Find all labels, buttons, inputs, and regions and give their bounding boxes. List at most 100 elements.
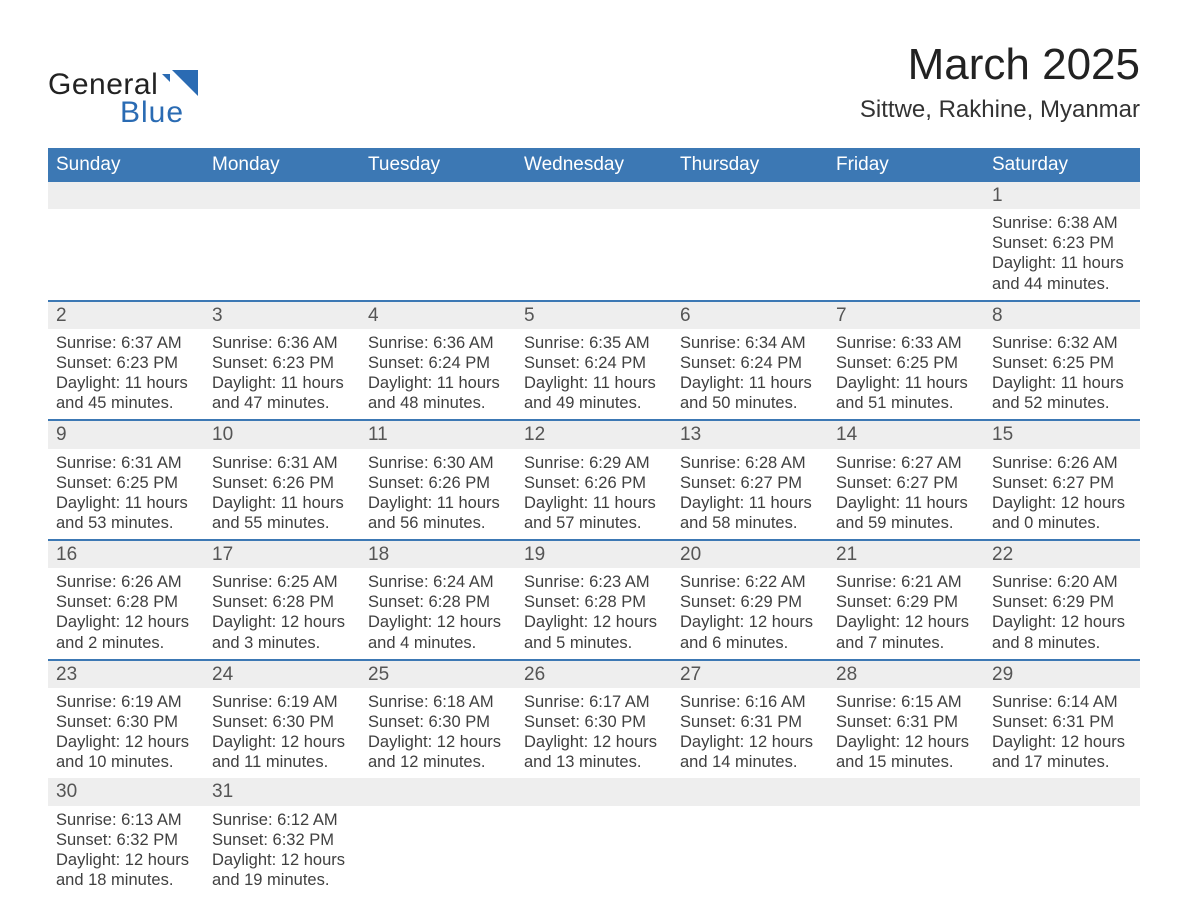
detail-line: and 13 minutes. xyxy=(524,752,664,772)
day-number-cell xyxy=(828,778,984,805)
day-details-cell: Sunrise: 6:19 AMSunset: 6:30 PMDaylight:… xyxy=(48,688,204,779)
detail-line: Sunset: 6:26 PM xyxy=(524,473,664,493)
detail-line: Daylight: 12 hours xyxy=(524,612,664,632)
detail-line: Sunset: 6:32 PM xyxy=(212,830,352,850)
detail-line: Sunrise: 6:30 AM xyxy=(368,453,508,473)
week-daynum-row: 16171819202122 xyxy=(48,540,1140,568)
day-details-cell: Sunrise: 6:32 AMSunset: 6:25 PMDaylight:… xyxy=(984,329,1140,421)
detail-line: Sunrise: 6:15 AM xyxy=(836,692,976,712)
day-details-cell: Sunrise: 6:28 AMSunset: 6:27 PMDaylight:… xyxy=(672,449,828,541)
detail-line: Sunset: 6:24 PM xyxy=(368,353,508,373)
day-number-cell: 9 xyxy=(48,420,204,448)
detail-line: Daylight: 11 hours xyxy=(836,373,976,393)
day-number-cell: 30 xyxy=(48,778,204,805)
week-details-row: Sunrise: 6:19 AMSunset: 6:30 PMDaylight:… xyxy=(48,688,1140,779)
detail-line: and 0 minutes. xyxy=(992,513,1132,533)
detail-line: Sunset: 6:28 PM xyxy=(524,592,664,612)
detail-line: and 50 minutes. xyxy=(680,393,820,413)
detail-line: Daylight: 11 hours xyxy=(56,493,196,513)
detail-line: and 3 minutes. xyxy=(212,633,352,653)
day-details-cell: Sunrise: 6:31 AMSunset: 6:25 PMDaylight:… xyxy=(48,449,204,541)
day-number-cell: 24 xyxy=(204,660,360,688)
detail-line: Sunset: 6:23 PM xyxy=(56,353,196,373)
day-details-cell: Sunrise: 6:24 AMSunset: 6:28 PMDaylight:… xyxy=(360,568,516,660)
day-details-cell: Sunrise: 6:26 AMSunset: 6:27 PMDaylight:… xyxy=(984,449,1140,541)
day-number-cell: 14 xyxy=(828,420,984,448)
detail-line: Sunset: 6:25 PM xyxy=(992,353,1132,373)
detail-line: Daylight: 11 hours xyxy=(524,373,664,393)
detail-line: Sunset: 6:26 PM xyxy=(212,473,352,493)
detail-line: Sunset: 6:30 PM xyxy=(368,712,508,732)
detail-line: Sunrise: 6:19 AM xyxy=(212,692,352,712)
detail-line: and 56 minutes. xyxy=(368,513,508,533)
detail-line: Sunset: 6:23 PM xyxy=(992,233,1132,253)
detail-line: and 59 minutes. xyxy=(836,513,976,533)
day-details-cell xyxy=(360,209,516,301)
day-number-cell: 18 xyxy=(360,540,516,568)
week-daynum-row: 1 xyxy=(48,182,1140,209)
detail-line: Sunrise: 6:29 AM xyxy=(524,453,664,473)
detail-line: and 57 minutes. xyxy=(524,513,664,533)
detail-line: Daylight: 11 hours xyxy=(680,493,820,513)
detail-line: Sunset: 6:29 PM xyxy=(992,592,1132,612)
column-header: Tuesday xyxy=(360,148,516,182)
detail-line: Daylight: 12 hours xyxy=(524,732,664,752)
detail-line: Daylight: 12 hours xyxy=(368,612,508,632)
day-number-cell: 12 xyxy=(516,420,672,448)
detail-line: Sunrise: 6:27 AM xyxy=(836,453,976,473)
detail-line: and 11 minutes. xyxy=(212,752,352,772)
day-number-cell: 1 xyxy=(984,182,1140,209)
header-region: General Blue March 2025 Sittwe, Rakhine,… xyxy=(48,40,1140,130)
detail-line: and 5 minutes. xyxy=(524,633,664,653)
detail-line: Sunset: 6:25 PM xyxy=(56,473,196,493)
day-number-cell: 3 xyxy=(204,301,360,329)
day-details-cell: Sunrise: 6:26 AMSunset: 6:28 PMDaylight:… xyxy=(48,568,204,660)
day-number-cell: 17 xyxy=(204,540,360,568)
detail-line: Sunset: 6:30 PM xyxy=(56,712,196,732)
detail-line: Sunset: 6:31 PM xyxy=(992,712,1132,732)
day-details-cell: Sunrise: 6:29 AMSunset: 6:26 PMDaylight:… xyxy=(516,449,672,541)
day-details-cell xyxy=(204,209,360,301)
day-details-cell: Sunrise: 6:21 AMSunset: 6:29 PMDaylight:… xyxy=(828,568,984,660)
day-number-cell: 26 xyxy=(516,660,672,688)
detail-line: Sunrise: 6:25 AM xyxy=(212,572,352,592)
day-number-cell: 31 xyxy=(204,778,360,805)
day-number-cell: 13 xyxy=(672,420,828,448)
detail-line: and 51 minutes. xyxy=(836,393,976,413)
day-details-cell: Sunrise: 6:20 AMSunset: 6:29 PMDaylight:… xyxy=(984,568,1140,660)
detail-line: Sunrise: 6:21 AM xyxy=(836,572,976,592)
day-number-cell xyxy=(360,778,516,805)
detail-line: Sunrise: 6:17 AM xyxy=(524,692,664,712)
day-details-cell xyxy=(360,806,516,897)
detail-line: and 47 minutes. xyxy=(212,393,352,413)
day-details-cell xyxy=(984,806,1140,897)
day-number-cell: 16 xyxy=(48,540,204,568)
week-details-row: Sunrise: 6:31 AMSunset: 6:25 PMDaylight:… xyxy=(48,449,1140,541)
detail-line: Sunrise: 6:12 AM xyxy=(212,810,352,830)
day-details-cell: Sunrise: 6:35 AMSunset: 6:24 PMDaylight:… xyxy=(516,329,672,421)
detail-line: Daylight: 11 hours xyxy=(524,493,664,513)
detail-line: Sunset: 6:31 PM xyxy=(836,712,976,732)
detail-line: Sunrise: 6:35 AM xyxy=(524,333,664,353)
day-details-cell: Sunrise: 6:31 AMSunset: 6:26 PMDaylight:… xyxy=(204,449,360,541)
day-number-cell: 21 xyxy=(828,540,984,568)
column-header: Friday xyxy=(828,148,984,182)
detail-line: Sunset: 6:28 PM xyxy=(212,592,352,612)
detail-line: and 7 minutes. xyxy=(836,633,976,653)
detail-line: Sunset: 6:27 PM xyxy=(680,473,820,493)
day-details-cell: Sunrise: 6:36 AMSunset: 6:23 PMDaylight:… xyxy=(204,329,360,421)
detail-line: Sunrise: 6:28 AM xyxy=(680,453,820,473)
detail-line: and 8 minutes. xyxy=(992,633,1132,653)
day-details-cell xyxy=(828,806,984,897)
detail-line: Sunrise: 6:38 AM xyxy=(992,213,1132,233)
detail-line: Sunrise: 6:13 AM xyxy=(56,810,196,830)
calendar-header: SundayMondayTuesdayWednesdayThursdayFrid… xyxy=(48,148,1140,182)
week-details-row: Sunrise: 6:26 AMSunset: 6:28 PMDaylight:… xyxy=(48,568,1140,660)
detail-line: Sunrise: 6:16 AM xyxy=(680,692,820,712)
day-number-cell xyxy=(516,182,672,209)
day-details-cell: Sunrise: 6:36 AMSunset: 6:24 PMDaylight:… xyxy=(360,329,516,421)
day-number-cell: 8 xyxy=(984,301,1140,329)
calendar-table: SundayMondayTuesdayWednesdayThursdayFrid… xyxy=(48,148,1140,896)
detail-line: Sunrise: 6:19 AM xyxy=(56,692,196,712)
day-details-cell: Sunrise: 6:18 AMSunset: 6:30 PMDaylight:… xyxy=(360,688,516,779)
